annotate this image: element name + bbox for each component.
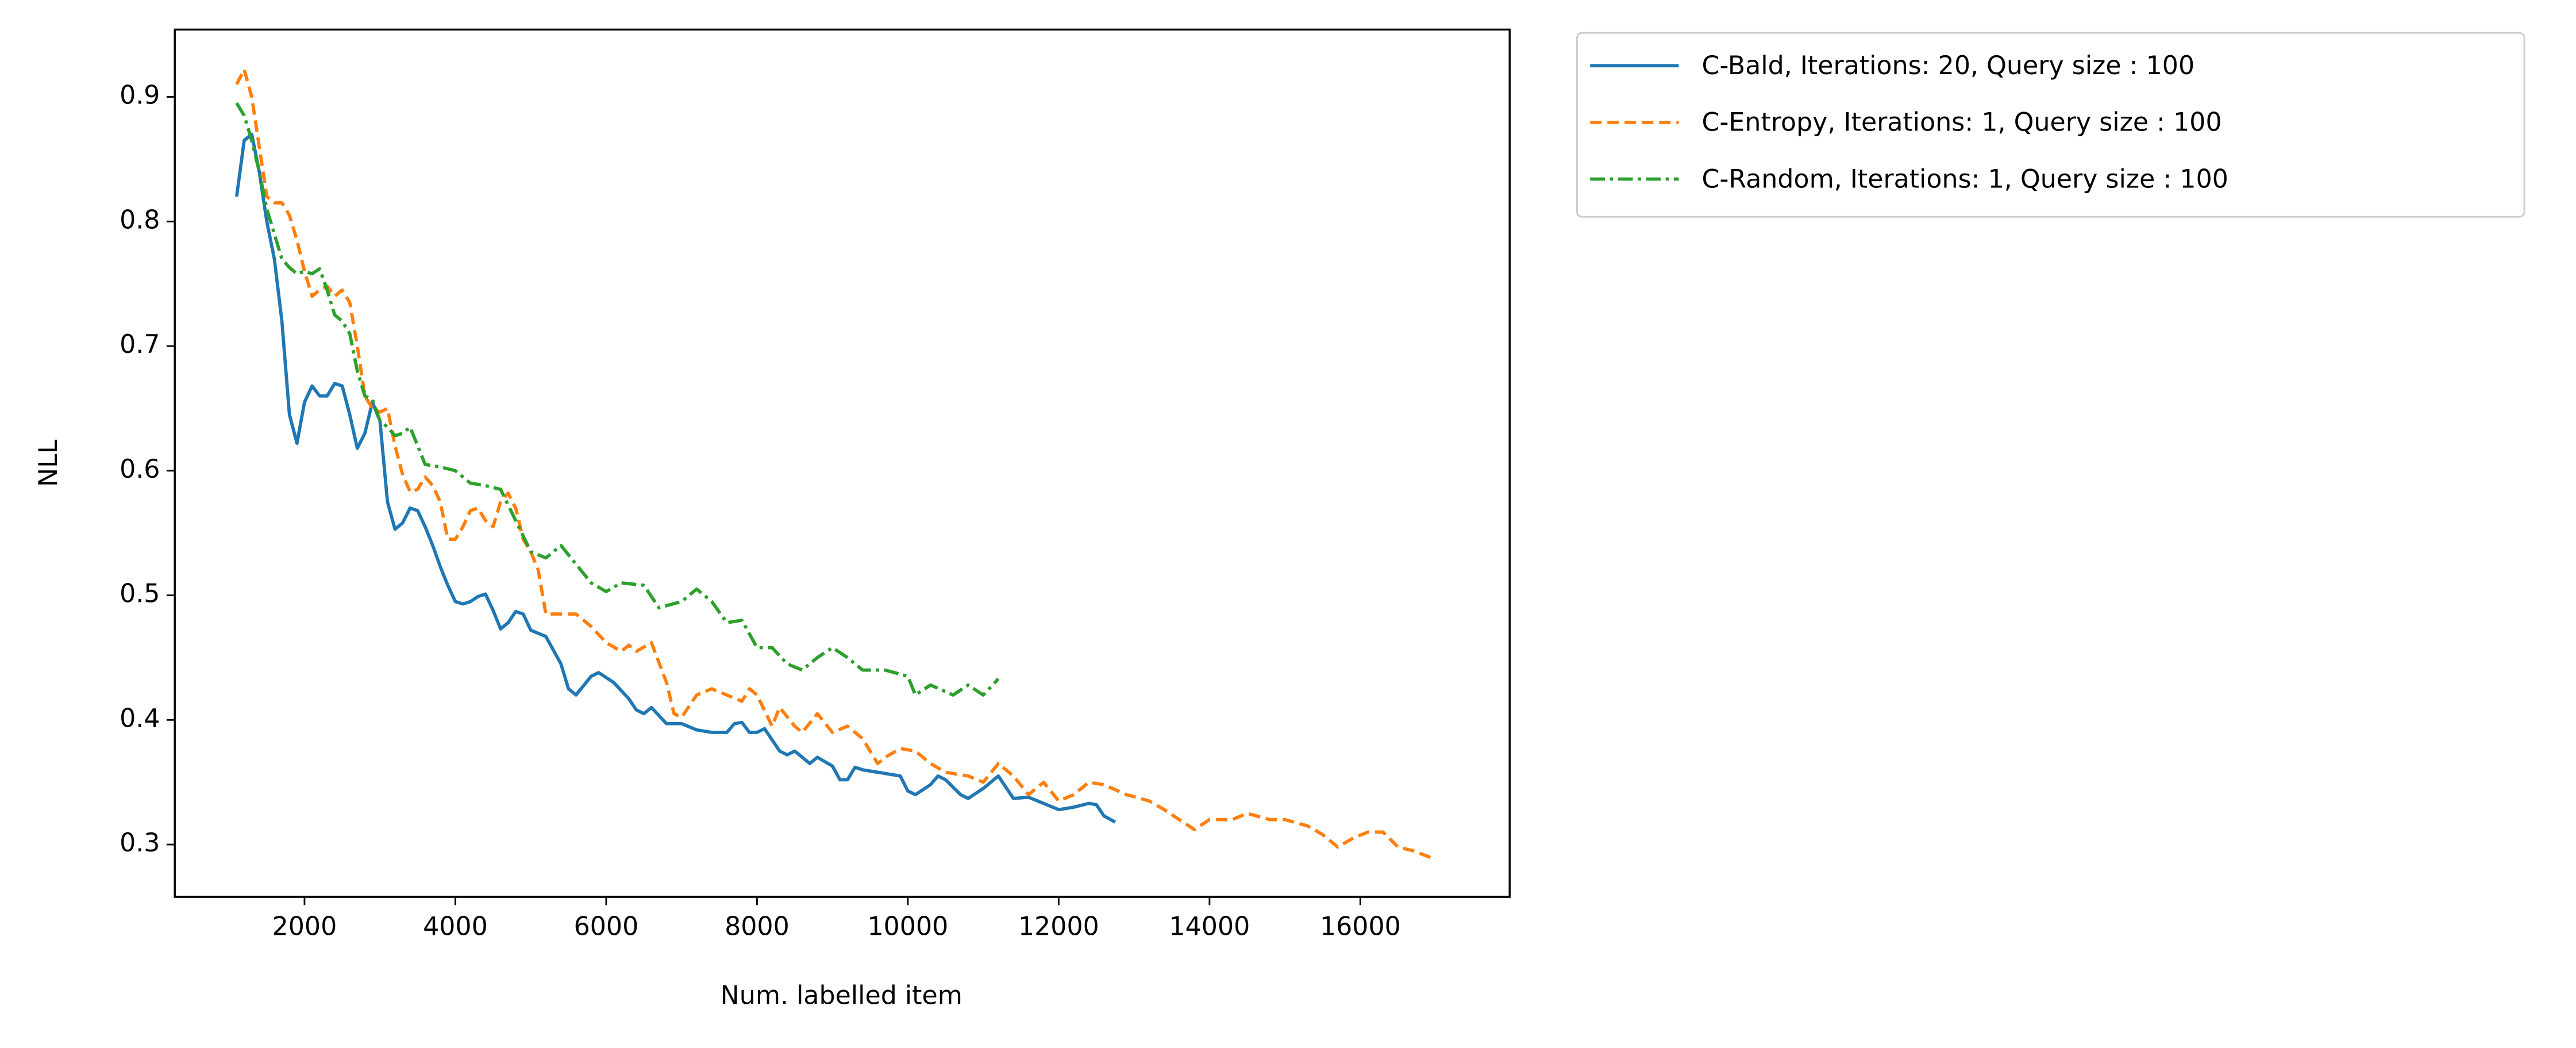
- x-tick-label: 10000: [867, 912, 948, 941]
- series-line: [234, 132, 1116, 824]
- y-tick-label: 0.7: [120, 330, 160, 359]
- x-axis-label: Num. labelled item: [721, 981, 962, 1010]
- y-tick-label: 0.5: [120, 579, 160, 609]
- x-tick-label: 16000: [1320, 912, 1401, 941]
- legend-label: C-Bald, Iterations: 20, Query size : 100: [1702, 51, 2195, 80]
- y-tick-label: 0.3: [120, 828, 160, 858]
- x-tick-label: 2000: [272, 912, 337, 941]
- x-tick-label: 4000: [423, 912, 488, 941]
- y-tick-label: 0.4: [120, 704, 160, 733]
- x-tick-label: 6000: [574, 912, 639, 941]
- x-tick-label: 14000: [1169, 912, 1250, 941]
- legend-label: C-Entropy, Iterations: 1, Query size : 1…: [1702, 108, 2222, 137]
- y-tick-label: 0.6: [120, 455, 160, 484]
- legend-label: C-Random, Iterations: 1, Query size : 10…: [1702, 164, 2228, 194]
- y-tick-label: 0.9: [120, 80, 160, 110]
- x-tick-label: 12000: [1018, 912, 1099, 941]
- y-axis-label: NLL: [34, 439, 63, 487]
- series-line: [235, 102, 1000, 697]
- y-tick-label: 0.8: [120, 205, 160, 235]
- x-tick-label: 8000: [725, 912, 790, 941]
- legend-box: [1576, 32, 2525, 218]
- plot-frame: [174, 28, 1511, 898]
- series-line: [235, 67, 1437, 861]
